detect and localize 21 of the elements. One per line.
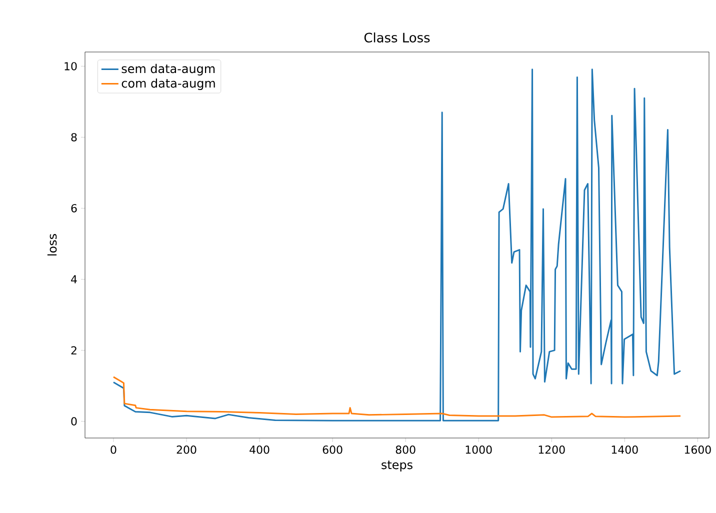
- x-tick-label: 0: [110, 446, 116, 454]
- legend-label: sem data-augm: [122, 64, 215, 76]
- x-tick-label: 800: [396, 446, 416, 454]
- x-tick-label: 1200: [538, 446, 565, 454]
- y-tick-label: 4: [71, 275, 77, 284]
- x-tick-label: 1000: [466, 446, 492, 454]
- x-tick-label: 1400: [612, 446, 638, 454]
- y-tick-label: 2: [71, 346, 76, 354]
- y-tick-label: 8: [71, 133, 77, 142]
- y-tick-label: 6: [71, 204, 77, 212]
- x-tick-label: 600: [322, 446, 342, 454]
- legend-label: com data-augm: [122, 78, 215, 90]
- x-axis-title: steps: [382, 460, 412, 472]
- y-tick-label: 0: [71, 417, 77, 426]
- line-series: [112, 376, 682, 418]
- chart-title: Class Loss: [364, 32, 430, 42]
- x-tick-label: 1600: [684, 446, 711, 454]
- x-tick-label: 200: [176, 446, 196, 454]
- y-axis-title: loss: [47, 234, 57, 256]
- x-tick-label: 400: [250, 446, 270, 454]
- y-tick-label: 10: [64, 62, 77, 70]
